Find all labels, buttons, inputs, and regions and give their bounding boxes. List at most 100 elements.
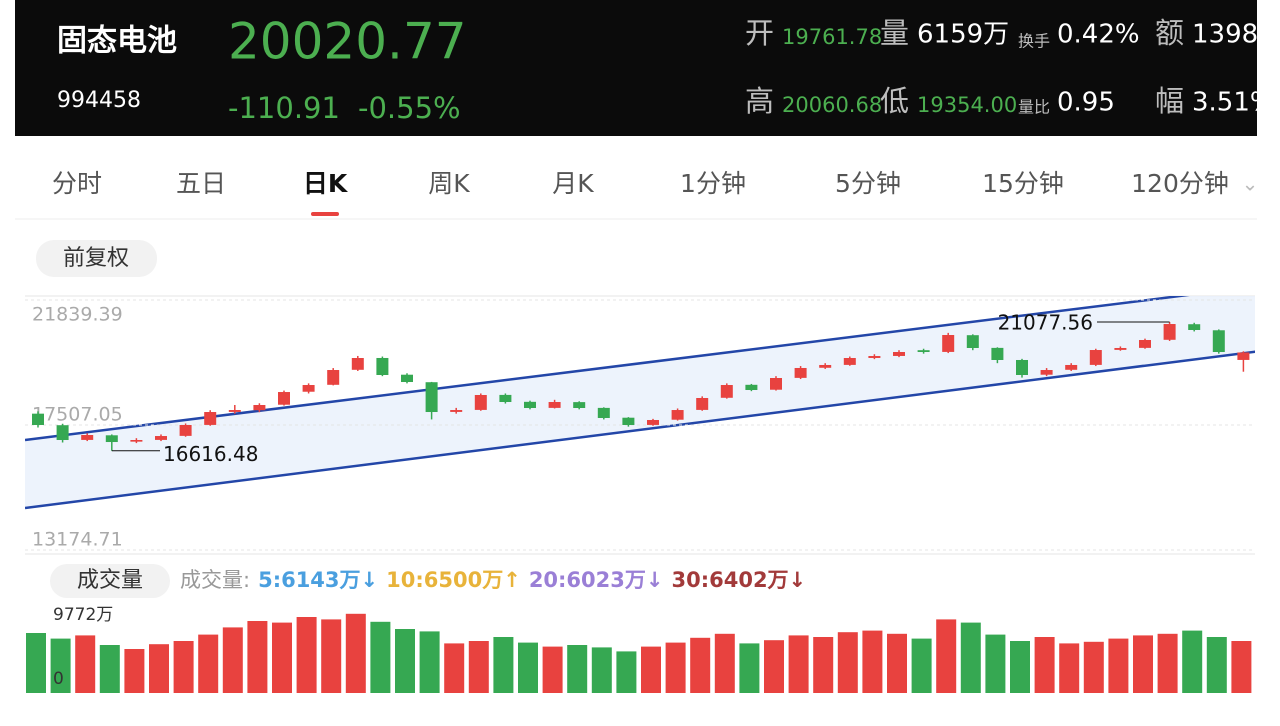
y-tick-label: 21839.39 xyxy=(32,304,123,326)
candle-body xyxy=(1163,324,1176,340)
tab[interactable]: 15分钟 xyxy=(982,169,1064,198)
tab[interactable]: 月K xyxy=(552,169,594,198)
volume-bar xyxy=(173,641,194,693)
volume-bar xyxy=(1231,641,1252,693)
tab[interactable]: 分时 xyxy=(52,169,102,198)
candle-body xyxy=(671,410,684,420)
tab-more[interactable]: ⌄ xyxy=(1242,172,1259,196)
stat-value: 1398 xyxy=(1192,20,1258,50)
candle-body xyxy=(179,425,192,436)
candle-body xyxy=(893,352,905,356)
volume-button[interactable] xyxy=(50,564,170,598)
tab[interactable]: 1分钟 xyxy=(680,169,746,198)
candle-body xyxy=(819,364,832,368)
tab[interactable]: 周K xyxy=(428,169,470,198)
candle-body xyxy=(278,392,290,405)
volume-bar xyxy=(149,644,169,693)
stat-label: 量比 xyxy=(1018,98,1050,117)
stat-value: 6159万 xyxy=(917,20,1009,50)
candle-body xyxy=(1139,340,1151,348)
candle-body xyxy=(204,412,217,425)
stat-value: 19354.00 xyxy=(917,93,1017,117)
volume-bar xyxy=(370,621,391,693)
volume-bar xyxy=(468,641,489,693)
volume-legend: 5:6143万↓ xyxy=(258,568,378,592)
tab-bar: 分时 五日 日K 周K 月K 1分钟 5分钟 15分钟 120分钟 xyxy=(52,169,1229,216)
volume-bar xyxy=(1157,633,1178,693)
volume-legend: 20:6023万↓ xyxy=(529,568,664,592)
candle-body xyxy=(302,385,315,392)
volume-bar xyxy=(985,634,1006,693)
candle-body xyxy=(81,435,94,440)
stock-name: 固态电池 xyxy=(57,24,177,59)
volume-tick-label: 9772万 xyxy=(53,605,113,625)
stock-code: 994458 xyxy=(57,88,141,113)
channel-lower xyxy=(25,350,1255,510)
volume-bar xyxy=(813,637,834,693)
candle-body xyxy=(843,358,856,365)
candle-body xyxy=(745,384,758,391)
candle-body xyxy=(1237,352,1250,360)
volume-legend: 成交量: xyxy=(180,568,250,592)
volume-bar xyxy=(616,651,637,693)
stat-label: 高 xyxy=(745,84,774,118)
candle-body xyxy=(401,374,413,383)
candle-body xyxy=(450,410,463,412)
y-tick-label: 17507.05 xyxy=(32,404,123,426)
volume-bar xyxy=(837,632,858,693)
candle-body xyxy=(1212,330,1225,353)
volume-bar xyxy=(911,638,932,693)
volume-bar xyxy=(764,640,784,693)
candle-body xyxy=(499,394,512,403)
adjust-button[interactable] xyxy=(36,240,157,277)
volume-bar xyxy=(1034,637,1055,693)
price-chart: 21839.39 17507.05 13174.71 16616.48 21077.56 xyxy=(25,299,1255,551)
candle-body xyxy=(32,413,44,426)
volume-bar xyxy=(222,627,243,693)
stat-label: 量 xyxy=(880,16,909,50)
volume-bar xyxy=(198,634,219,693)
tab[interactable]: 5分钟 xyxy=(835,169,901,198)
candle-body xyxy=(917,350,930,353)
stat-value: 19761.78 xyxy=(782,25,882,49)
stat-value: 3.51% xyxy=(1192,88,1275,118)
candle-body xyxy=(56,425,69,441)
volume-bar xyxy=(272,622,292,693)
stat-value: 0.95 xyxy=(1057,88,1115,118)
volume-bar xyxy=(1083,641,1104,693)
volume-bar xyxy=(567,645,588,693)
candle-body xyxy=(868,356,881,358)
channel-upper xyxy=(25,296,1190,442)
volume-bar xyxy=(321,619,342,693)
volume-bar xyxy=(1059,643,1080,693)
tab[interactable]: 日K xyxy=(303,169,349,198)
volume-bar xyxy=(26,633,46,693)
volume-bar xyxy=(50,638,71,693)
tab[interactable]: 五日 xyxy=(176,169,226,198)
tab[interactable]: 120分钟 xyxy=(1131,169,1229,198)
candle-body xyxy=(622,417,635,426)
volume-bar xyxy=(665,642,686,693)
candle-body xyxy=(1188,324,1201,330)
low-label: 16616.48 xyxy=(163,442,258,466)
stat-label: 低 xyxy=(880,84,909,118)
candle-body xyxy=(155,436,167,440)
candle-body xyxy=(1016,359,1028,375)
volume-bar xyxy=(887,633,907,693)
candle-body xyxy=(376,357,389,375)
change-pct: -0.55% xyxy=(358,91,461,125)
volume-legend: 10:6500万↑ xyxy=(386,568,521,592)
volume-bar xyxy=(1182,630,1203,693)
volume-bar xyxy=(788,635,809,693)
candle-body xyxy=(253,405,266,411)
volume-bar xyxy=(345,613,366,693)
volume-bar xyxy=(542,646,563,693)
candle-body xyxy=(1065,364,1078,370)
candle-body xyxy=(548,402,561,408)
candle-body xyxy=(524,401,536,409)
stat-label: 额 xyxy=(1155,16,1184,50)
volume-bar xyxy=(99,645,120,693)
volume-bar xyxy=(739,643,760,693)
candle-body xyxy=(327,370,340,385)
